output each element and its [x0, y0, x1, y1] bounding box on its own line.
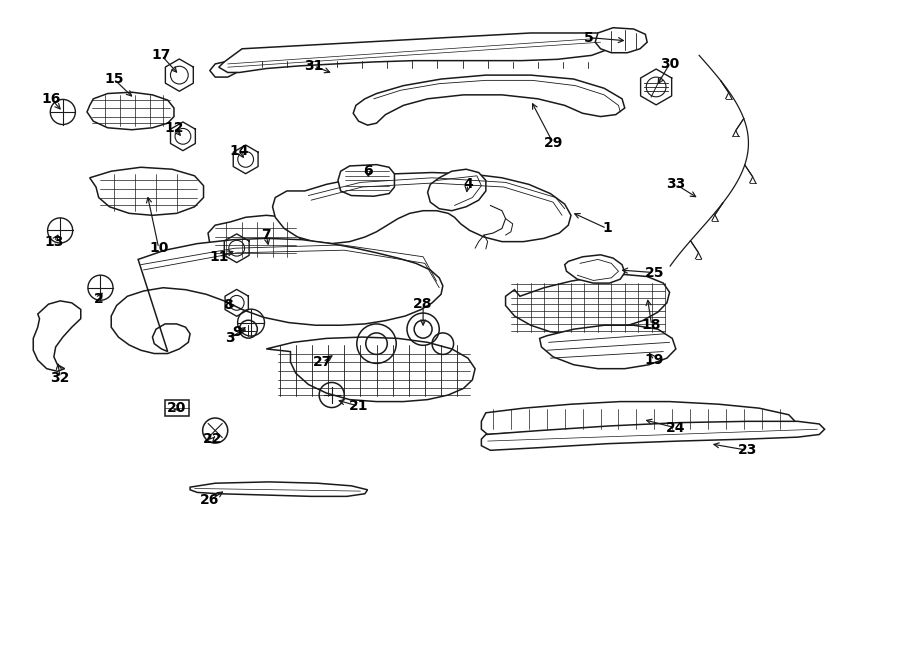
- Text: 22: 22: [202, 432, 222, 446]
- Text: 6: 6: [363, 164, 373, 178]
- Text: 29: 29: [544, 136, 562, 150]
- Text: 31: 31: [304, 59, 323, 73]
- Polygon shape: [595, 28, 647, 53]
- Text: 8: 8: [223, 299, 232, 313]
- Text: 15: 15: [104, 72, 123, 86]
- Polygon shape: [482, 421, 824, 450]
- Text: 9: 9: [232, 325, 241, 339]
- FancyBboxPatch shape: [165, 400, 189, 416]
- Text: 30: 30: [660, 57, 680, 71]
- Text: 4: 4: [463, 177, 473, 192]
- Polygon shape: [273, 173, 571, 244]
- Polygon shape: [219, 33, 613, 73]
- Polygon shape: [428, 169, 486, 211]
- Text: 13: 13: [44, 235, 64, 249]
- Text: 20: 20: [167, 401, 186, 415]
- Text: 26: 26: [200, 493, 220, 508]
- Text: 7: 7: [262, 228, 271, 242]
- Polygon shape: [87, 93, 174, 130]
- Polygon shape: [353, 75, 625, 125]
- Text: 5: 5: [584, 30, 594, 44]
- Text: 21: 21: [349, 399, 368, 413]
- Polygon shape: [338, 165, 394, 196]
- Text: 2: 2: [94, 292, 104, 306]
- Polygon shape: [208, 215, 302, 261]
- Polygon shape: [33, 301, 81, 371]
- Text: 25: 25: [644, 266, 664, 280]
- Text: 27: 27: [313, 355, 332, 369]
- Text: 10: 10: [149, 241, 168, 255]
- Text: 24: 24: [666, 421, 686, 435]
- Polygon shape: [266, 337, 475, 402]
- Text: 14: 14: [230, 145, 249, 159]
- Text: 3: 3: [226, 331, 235, 346]
- Text: 1: 1: [602, 221, 612, 235]
- Text: 16: 16: [41, 92, 61, 106]
- Polygon shape: [90, 167, 203, 215]
- Polygon shape: [482, 402, 795, 434]
- Polygon shape: [540, 325, 676, 369]
- Text: 12: 12: [164, 121, 184, 135]
- Text: 32: 32: [50, 371, 70, 385]
- Text: 11: 11: [209, 250, 229, 264]
- Polygon shape: [190, 482, 367, 496]
- Text: 18: 18: [642, 318, 662, 332]
- Text: 33: 33: [666, 177, 686, 192]
- Text: 19: 19: [644, 353, 664, 367]
- Polygon shape: [112, 239, 443, 354]
- Text: 17: 17: [152, 48, 171, 62]
- Polygon shape: [564, 254, 625, 283]
- Text: 23: 23: [738, 444, 757, 457]
- Polygon shape: [506, 274, 670, 334]
- Text: 28: 28: [413, 297, 433, 311]
